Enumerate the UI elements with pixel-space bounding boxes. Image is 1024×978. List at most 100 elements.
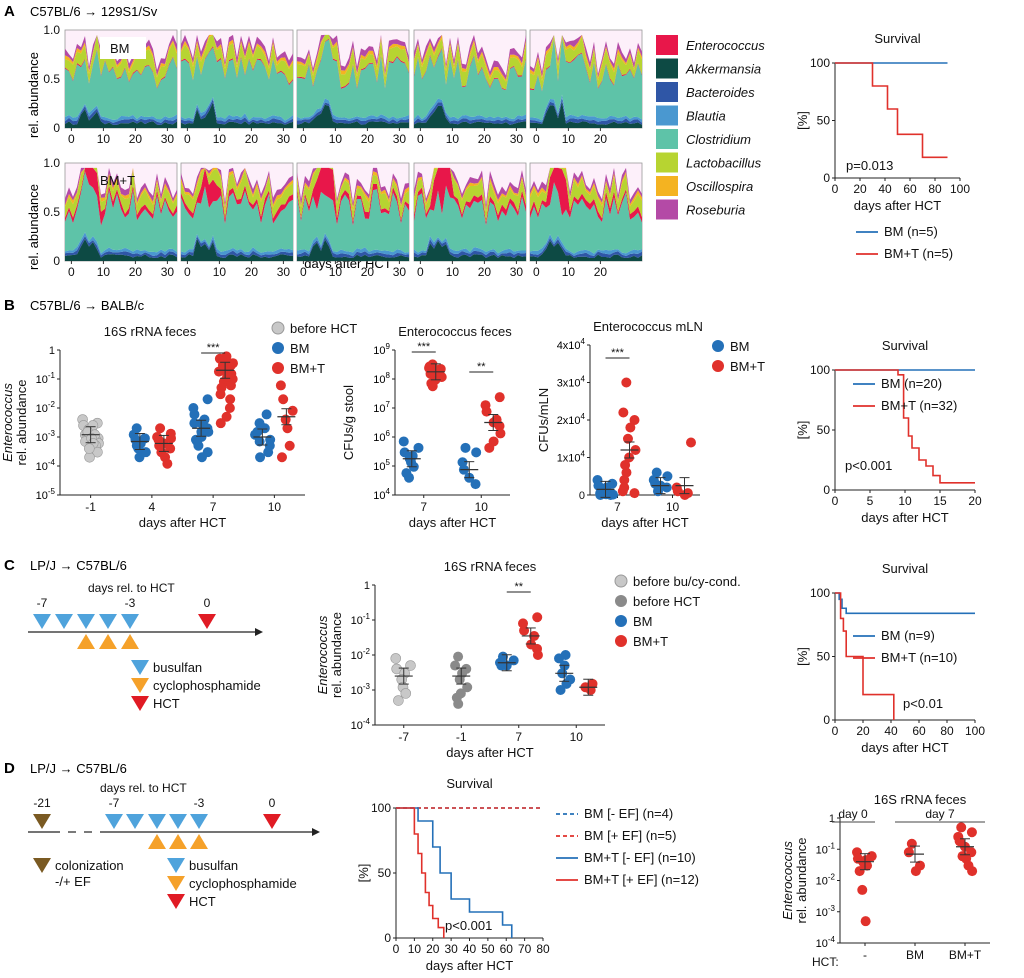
x-tick-label: 10 — [562, 132, 576, 146]
data-point — [910, 866, 921, 877]
data-point — [165, 443, 176, 454]
y-tick-label: 1 — [364, 580, 370, 592]
legend-dot-1 — [272, 342, 284, 354]
cyclophosphamide-marker — [169, 834, 187, 849]
legend-dot-c-1 — [615, 595, 627, 607]
x-axis-label: days after HCT — [854, 198, 941, 213]
survival-d: Survival 0 50 100 0 10 20 30 40 50 60 70 80 [%] days a… — [356, 776, 699, 973]
data-point — [215, 418, 226, 429]
y-axis-label: CFUs/mLN — [536, 388, 551, 452]
area-series-akkermansia — [414, 240, 526, 261]
data-point — [225, 394, 236, 405]
area-plot-5: 0 10 20 30 — [64, 162, 178, 279]
cyclophosphamide-marker — [77, 634, 95, 649]
area-plot-1: 0 10 20 30 — [180, 29, 294, 146]
y-tick-label: 100 — [810, 586, 830, 600]
y-tick-label: 0 — [823, 713, 830, 727]
x-tick-label: 20 — [129, 132, 143, 146]
area-series-akkermansia — [65, 109, 177, 128]
legend-label-c16s-3: BM+T — [633, 634, 668, 649]
legend-marker-c-2 — [131, 696, 149, 711]
data-point — [165, 433, 176, 444]
x-tick-label: 10 — [213, 265, 227, 279]
data-point — [494, 421, 505, 432]
data-point — [857, 884, 868, 895]
y-axis-label: [%] — [795, 647, 810, 666]
area-series-bacteroides — [414, 239, 526, 259]
busulfan-marker — [99, 614, 117, 629]
area-series-bacteroides — [530, 237, 642, 259]
x-tick-label: 70 — [518, 942, 532, 956]
x-tick-label: 0 — [68, 132, 75, 146]
data-point — [413, 442, 424, 453]
area-series-blautia — [297, 98, 409, 122]
area-series-lactobacillus — [181, 167, 293, 219]
legend-label-0: BM (n=9) — [881, 628, 935, 643]
day-label: -7 — [109, 796, 120, 810]
area-series-clostridium — [181, 47, 293, 121]
area-series-lactobacillus — [530, 34, 642, 91]
area-series-lactobacillus — [414, 167, 526, 222]
x-tick-label: 0 — [184, 265, 191, 279]
data-point — [621, 377, 632, 388]
legend-label-roseburia: Roseburia — [686, 203, 745, 218]
area-series-bacteroides — [65, 105, 177, 126]
chart-title: Survival — [446, 776, 492, 791]
area-series-blautia — [65, 232, 177, 256]
x-tick-label: 10 — [570, 730, 584, 744]
area-series-bacteroides — [65, 236, 177, 259]
area-series-blautia — [181, 234, 293, 256]
area-series-enterococcus — [181, 46, 293, 86]
data-point — [453, 698, 464, 709]
x-tick-label: 0 — [184, 132, 191, 146]
data-point — [189, 409, 200, 420]
timeline-header-d: days rel. to HCT — [100, 781, 187, 795]
panel-letter-d: D — [4, 760, 15, 777]
x-tick-label: 30 — [510, 265, 524, 279]
cyclophosphamide-marker — [190, 834, 208, 849]
survival-line-3 — [396, 807, 445, 938]
data-point — [84, 443, 95, 454]
data-point — [481, 406, 492, 417]
data-point — [956, 822, 967, 833]
legend-marker-d-1 — [167, 858, 185, 873]
day-label: -3 — [125, 596, 136, 610]
data-point — [398, 436, 409, 447]
x-tick-label: 30 — [277, 132, 291, 146]
p-value: p<0.001 — [845, 458, 892, 473]
data-point — [494, 392, 505, 403]
area-series-blautia — [65, 103, 177, 123]
area-series-oscillospira — [414, 34, 526, 82]
x-tick-label: 10 — [97, 132, 111, 146]
x-axis-label: days after HCT — [861, 740, 948, 755]
x-tick-label: 20 — [361, 132, 375, 146]
y-tick-label: 10-5 — [36, 487, 56, 502]
data-point — [287, 405, 298, 416]
legend-label-0: BM [- EF] (n=4) — [584, 806, 673, 821]
busulfan-marker — [77, 614, 95, 629]
hct-marker — [198, 614, 216, 629]
data-point — [427, 381, 438, 392]
y-tick-label: 2x104 — [557, 412, 586, 427]
data-point — [462, 682, 473, 693]
day-label: -3 — [194, 796, 205, 810]
chart-title: Survival — [882, 338, 928, 353]
x-tick-label: 30 — [510, 132, 524, 146]
y-tick-label: 10-3 — [36, 429, 56, 444]
data-point — [679, 490, 690, 500]
data-point — [400, 688, 412, 699]
data-point — [854, 866, 865, 877]
sig-label: *** — [611, 347, 625, 359]
x-tick-label: 80 — [940, 724, 954, 738]
x-tick-label: 40 — [463, 942, 477, 956]
y-tick-label: 10-4 — [36, 458, 56, 473]
busulfan-marker — [148, 814, 166, 829]
data-point — [261, 409, 272, 420]
data-point — [585, 685, 596, 695]
area-series-roseburia — [181, 34, 293, 67]
sig-label: *** — [417, 341, 431, 353]
data-point — [903, 847, 914, 858]
x-tick-label: BM — [906, 948, 924, 962]
legend-label-timeline-c-1: cyclophosphamide — [153, 678, 261, 693]
